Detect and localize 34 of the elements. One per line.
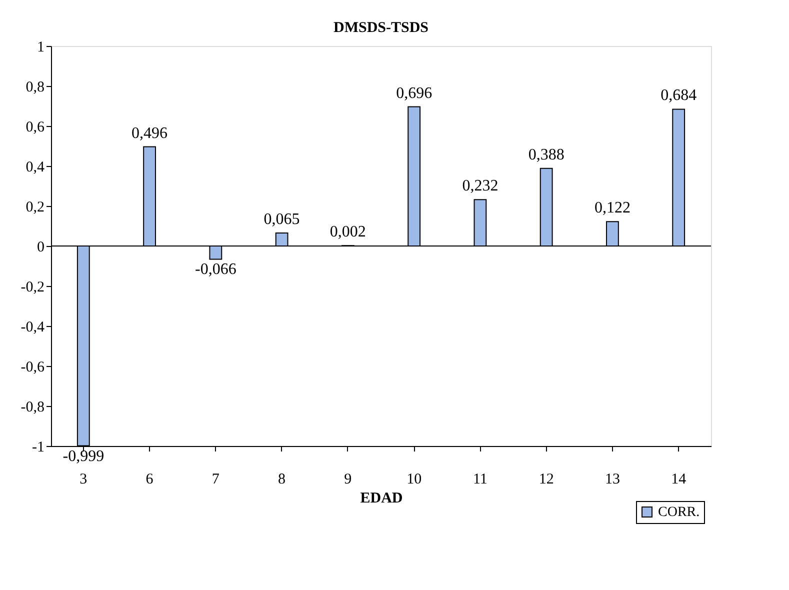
- x-tick-label: 10: [406, 472, 422, 488]
- y-tick-label: 0,2: [26, 200, 44, 216]
- x-axis-title: EDAD: [360, 490, 403, 506]
- text: 0,065: [264, 211, 300, 228]
- text: 0,684: [660, 87, 697, 104]
- y-tick-label: 1: [37, 40, 44, 56]
- x-tick-label: 3: [80, 472, 88, 488]
- text: 0,002: [330, 224, 366, 241]
- x-tick-label: 6: [146, 472, 154, 488]
- text: 0,122: [594, 200, 630, 217]
- text: 0,696: [396, 84, 432, 102]
- legend-label: CORR.: [658, 505, 700, 520]
- text: 0,232: [462, 178, 498, 195]
- y-tick-label: -0,2: [20, 280, 44, 296]
- x-tick-label: 13: [604, 472, 620, 488]
- y-tick-label: 0,8: [26, 80, 44, 96]
- x-tick-label: 14: [671, 472, 687, 488]
- text: 0,388: [528, 146, 564, 164]
- x-tick-label: 12: [538, 472, 554, 488]
- y-tick-label: 0,6: [26, 120, 45, 136]
- text: -0,066: [195, 261, 236, 278]
- x-tick-label: 11: [472, 472, 488, 488]
- y-tick-label: -0,6: [20, 360, 45, 376]
- y-tick-label: 0,4: [26, 160, 45, 176]
- text: 0,496: [132, 124, 168, 142]
- y-tick-label: -0,4: [20, 320, 45, 336]
- x-tick-label: 8: [278, 472, 286, 488]
- chart-title: DMSDS-TSDS: [333, 20, 429, 36]
- y-tick-label: -0,8: [20, 400, 44, 416]
- text: -0,999: [62, 448, 104, 465]
- y-tick-label: -1: [32, 440, 44, 456]
- x-tick-label: 7: [212, 472, 220, 488]
- y-tick-label: 0: [37, 240, 44, 256]
- x-tick-label: 9: [344, 472, 352, 488]
